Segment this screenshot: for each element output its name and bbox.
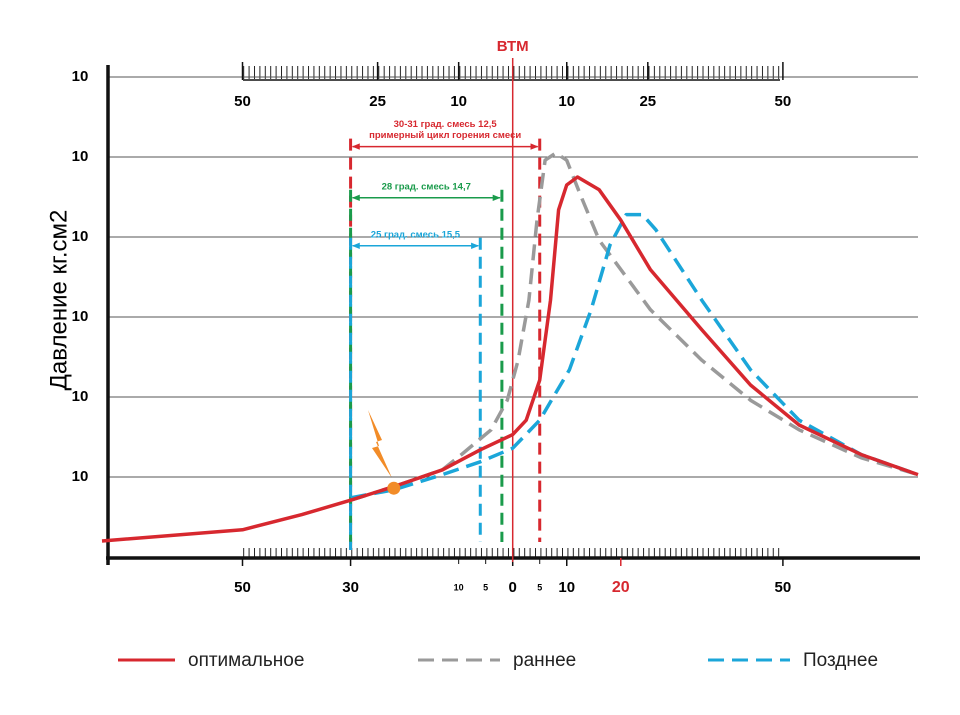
x-tick-label: 10	[558, 579, 575, 596]
top-tick-label: 25	[369, 93, 386, 110]
x-tick-label: 0	[509, 579, 517, 596]
y-tick-label: 10	[72, 148, 89, 165]
x-tick-small-label: 5	[537, 582, 542, 592]
y-axis-label: Давление кг.см2	[45, 210, 72, 391]
tdc-label: ВТМ	[497, 38, 529, 55]
x-tick-label: 50	[234, 579, 251, 596]
x-tick-small-label: 10	[454, 582, 464, 592]
spark-icon	[368, 410, 392, 478]
ignition-point	[387, 481, 401, 495]
top-tick-label: 10	[558, 93, 575, 110]
range-label: 28 град. смесь 14,7	[382, 181, 471, 192]
y-tick-label: 10	[72, 68, 89, 85]
x-tick-highlight-label: 20	[612, 579, 630, 596]
range-label: 30-31 град. смесь 12,5	[394, 119, 498, 130]
x-tick-label: 50	[775, 579, 792, 596]
range-label: 25 град. смесь 15,5	[371, 229, 461, 240]
top-tick-label: 10	[450, 93, 467, 110]
y-tick-label: 10	[72, 468, 89, 485]
series-line	[350, 151, 919, 502]
y-tick-label: 10	[72, 308, 89, 325]
top-tick-label: 50	[234, 93, 251, 110]
top-tick-label: 50	[775, 93, 792, 110]
legend-label: раннее	[513, 650, 576, 671]
top-tick-label: 25	[639, 93, 656, 110]
range-label: примерный цикл горения смеси	[369, 130, 521, 141]
series-line	[350, 212, 919, 500]
x-tick-small-label: 5	[483, 582, 488, 592]
legend-label: оптимальное	[188, 650, 304, 671]
y-tick-label: 10	[72, 388, 89, 405]
legend-label: Позднее	[803, 650, 878, 671]
y-tick-label: 10	[72, 228, 89, 245]
series-line	[101, 175, 919, 543]
x-tick-label: 30	[342, 579, 359, 596]
bottom-ruler	[243, 548, 780, 557]
